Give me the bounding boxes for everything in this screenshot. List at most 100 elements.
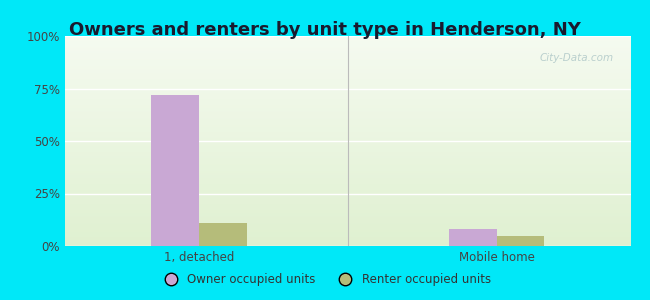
Bar (65, 120, 630, 121)
Bar (65, 169, 630, 170)
Bar (65, 53, 630, 54)
Bar (65, 222, 630, 223)
Bar (65, 125, 630, 126)
Bar (65, 83, 630, 84)
Bar (65, 140, 630, 141)
Bar (65, 135, 630, 136)
Bar (65, 38, 630, 39)
Bar (65, 119, 630, 120)
Bar (65, 111, 630, 112)
Bar (65, 96, 630, 97)
Bar (65, 150, 630, 152)
Bar (65, 63, 630, 64)
Bar (65, 236, 630, 238)
Bar (65, 115, 630, 116)
Bar (65, 165, 630, 166)
Bar (199, 223, 246, 246)
Bar (65, 133, 630, 134)
Bar (65, 172, 630, 173)
Bar (65, 102, 630, 103)
Bar (65, 240, 630, 241)
Bar (65, 44, 630, 46)
Bar (65, 241, 630, 242)
Bar (65, 61, 630, 62)
Bar (65, 209, 630, 210)
Bar (65, 88, 630, 90)
Bar (65, 167, 630, 168)
Bar (65, 155, 630, 156)
Bar (65, 243, 630, 244)
Bar (497, 236, 544, 246)
Bar (65, 185, 630, 186)
Bar (65, 179, 630, 180)
Bar (65, 231, 630, 232)
Bar (65, 166, 630, 167)
Bar (65, 228, 630, 229)
Bar (65, 126, 630, 127)
Bar (65, 154, 630, 155)
Bar (65, 92, 630, 93)
Bar (65, 152, 630, 154)
Bar (65, 82, 630, 83)
Bar (65, 178, 630, 179)
Bar (65, 187, 630, 188)
Bar (65, 206, 630, 207)
Bar (65, 170, 630, 172)
Text: Owners and renters by unit type in Henderson, NY: Owners and renters by unit type in Hende… (69, 21, 581, 39)
Bar (65, 164, 630, 165)
Bar (65, 239, 630, 240)
Bar (65, 57, 630, 58)
Bar (65, 145, 630, 146)
Bar (65, 139, 630, 140)
Bar (65, 70, 630, 71)
Bar (65, 50, 630, 51)
Bar (65, 176, 630, 177)
Bar (65, 112, 630, 114)
Bar (65, 65, 630, 67)
Bar (65, 79, 630, 80)
Bar (65, 204, 630, 205)
Bar (65, 81, 630, 82)
Bar (65, 215, 630, 217)
Bar (65, 121, 630, 122)
Bar (65, 130, 630, 131)
Bar (65, 142, 630, 143)
Bar (65, 59, 630, 60)
Bar (65, 195, 630, 196)
Bar (65, 131, 630, 133)
Bar (65, 232, 630, 233)
Bar (65, 84, 630, 85)
Bar (65, 123, 630, 124)
Bar (65, 161, 630, 162)
Bar (65, 158, 630, 159)
Bar (65, 184, 630, 185)
Bar (65, 221, 630, 222)
Bar (65, 220, 630, 221)
Bar (65, 67, 630, 68)
Bar (65, 188, 630, 189)
Bar (65, 189, 630, 190)
Bar (65, 49, 630, 50)
Bar (65, 138, 630, 139)
Bar (65, 211, 630, 212)
Bar (65, 134, 630, 135)
Bar (65, 186, 630, 187)
Bar (65, 39, 630, 40)
Bar (65, 89, 630, 91)
Bar (65, 180, 630, 181)
Bar (65, 245, 630, 246)
Bar (65, 93, 630, 94)
Bar (65, 160, 630, 161)
Bar (65, 76, 630, 77)
Bar (65, 116, 630, 117)
Bar (65, 106, 630, 107)
Bar (65, 73, 630, 74)
Bar (65, 112, 630, 113)
Bar (65, 201, 630, 202)
Bar (65, 157, 630, 158)
Bar (65, 233, 630, 235)
Bar (65, 207, 630, 208)
Bar (65, 198, 630, 199)
Bar (65, 77, 630, 78)
Bar (65, 68, 630, 69)
